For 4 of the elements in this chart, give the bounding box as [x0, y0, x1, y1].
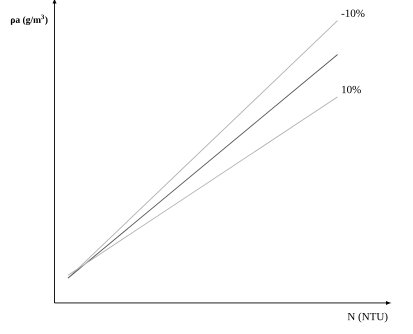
series-label: 10% — [342, 86, 361, 94]
y-axis-title: ρa (g/m$^{3}$) — [10, 14, 48, 25]
series-label: -10% — [342, 10, 365, 18]
x-axis-title: N (NTU) — [348, 312, 388, 322]
